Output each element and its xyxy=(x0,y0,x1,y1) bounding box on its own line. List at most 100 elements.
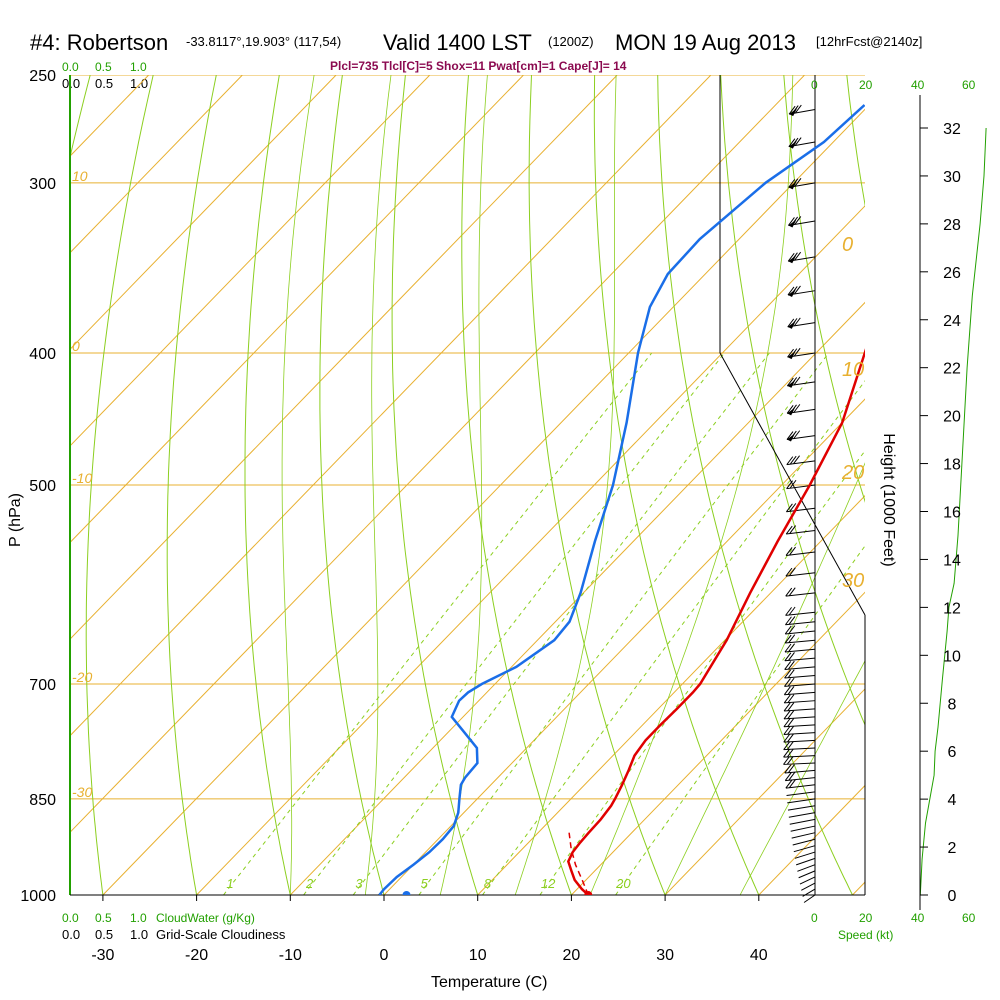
p-tick-label: 300 xyxy=(29,176,56,193)
cloud-tick-top-2: 1.0 xyxy=(130,60,147,74)
x-tick-label: -20 xyxy=(185,947,208,964)
wind-barb-feather xyxy=(786,748,794,758)
wind-barb xyxy=(784,683,816,687)
x-tick-label: 0 xyxy=(380,947,389,964)
height-tick-label: 10 xyxy=(943,648,961,665)
height-tick-label: 8 xyxy=(948,696,957,713)
wind-barb xyxy=(790,825,816,832)
cloud-tick-bottom-1: 0.5 xyxy=(95,911,112,925)
speed-tick-bottom-3: 60 xyxy=(962,911,976,925)
wind-barb-feather xyxy=(784,669,791,679)
wind-barb-feather xyxy=(788,625,796,634)
wind-barb-pennant xyxy=(787,379,796,388)
height-tick-label: 32 xyxy=(943,121,961,138)
wind-barb-feather xyxy=(786,405,794,414)
wind-barb-feather xyxy=(794,104,802,114)
wind-barb xyxy=(783,724,816,728)
wind-barb-feather xyxy=(787,660,795,670)
wind-barb-feather xyxy=(794,251,802,261)
wind-barb-feather xyxy=(787,318,795,328)
wind-barb xyxy=(797,864,816,872)
mixing-ratio-line xyxy=(223,352,653,895)
dry-adiabat xyxy=(783,75,865,503)
wind-barb xyxy=(785,572,816,577)
cloud-scale-top: 0.0 0.5 1.0 0.0 0.5 1.0 xyxy=(62,60,148,91)
chart-title-coords: -33.8117°,19.903° (117,54) xyxy=(186,34,341,49)
surface-temperature-point xyxy=(584,891,593,895)
height-line xyxy=(919,127,987,896)
speed-label: Speed (kt) xyxy=(838,928,893,942)
cloudiness-tick-top-0: 0.0 xyxy=(62,76,80,91)
wind-barb xyxy=(784,691,816,696)
wind-barb-feather xyxy=(793,430,801,439)
wind-barb xyxy=(784,769,816,774)
wind-barb xyxy=(789,818,816,825)
wind-barb-feather xyxy=(789,455,797,465)
wind-barb xyxy=(793,845,816,853)
mixing-ratio-label: 12 xyxy=(541,876,556,891)
wind-barb-feather xyxy=(789,525,797,534)
cloud-scale-bottom: 0.0 0.5 1.0 CloudWater (g/Kg) 0.0 0.5 1.… xyxy=(62,911,286,942)
speed-tick-bottom-0: 0 xyxy=(811,911,818,925)
wind-barb-feather xyxy=(788,179,796,188)
wind-barb-feather xyxy=(784,634,792,644)
moist-adiabat xyxy=(664,462,865,895)
wind-barb xyxy=(784,708,816,712)
speed-tick-top-1: 20 xyxy=(859,78,873,92)
wind-barb-feather xyxy=(785,587,793,597)
speed-tick-top-2: 40 xyxy=(911,78,925,92)
p-tick-label: 1000 xyxy=(20,888,56,905)
wind-barb-pennant xyxy=(787,351,796,360)
mixing-ratio-line xyxy=(615,545,865,895)
height-tick-label: 30 xyxy=(943,169,961,186)
dry-adiabat xyxy=(720,75,865,727)
wind-barb-pennant xyxy=(787,320,796,329)
wind-barb-feather xyxy=(787,694,795,703)
speed-scale: 0 20 40 60 0 20 40 60 Speed (kt) xyxy=(811,78,976,942)
wind-barb-feather xyxy=(786,480,793,489)
wind-barb xyxy=(786,460,816,466)
moist-adiabat xyxy=(281,75,315,895)
wind-barb xyxy=(783,755,816,758)
wind-barb-feather xyxy=(793,455,800,465)
wind-barb-pennant xyxy=(786,433,795,442)
isotherm-line xyxy=(70,75,712,737)
wind-barb-pennant xyxy=(787,288,796,297)
chart-title-forecast: [12hrFcst@2140z] xyxy=(816,34,922,49)
dry-adiabat xyxy=(593,75,760,895)
wind-barb-feather xyxy=(787,741,794,750)
height-tick-label: 26 xyxy=(943,265,961,282)
sounding-series xyxy=(378,104,865,895)
moist-adiabat xyxy=(364,75,392,895)
wind-barb xyxy=(784,700,816,704)
wind-barb-feather xyxy=(783,710,791,720)
cloudiness-label: Grid-Scale Cloudiness xyxy=(156,927,286,942)
height-axis-title: Height (1000 Feet) xyxy=(880,433,897,566)
chart-title-station: #4: Robertson xyxy=(30,30,168,55)
wind-barb xyxy=(786,530,816,535)
wind-barb-feather xyxy=(787,725,794,735)
height-profile xyxy=(919,127,987,896)
wind-barb xyxy=(785,592,816,597)
wind-barb xyxy=(791,832,816,839)
wind-barb xyxy=(794,851,816,859)
isotherm-label-right: 10 xyxy=(842,359,864,381)
wind-barb-feather xyxy=(784,643,792,653)
wind-barb-feather xyxy=(793,347,801,357)
wind-barb-feather xyxy=(787,718,795,727)
wind-barb xyxy=(783,732,816,735)
wind-barb-feather xyxy=(793,376,801,386)
wind-barb xyxy=(785,611,816,616)
axes: -30 -20 -10 0 10 20 30 402503004005007008501000… xyxy=(20,68,961,964)
wind-barb-feather xyxy=(789,503,797,512)
wind-barb-pennant xyxy=(788,140,797,149)
mixing-ratio-label: 1 xyxy=(226,876,233,891)
dry-adiabat xyxy=(166,75,217,895)
wind-barb-feather xyxy=(786,431,794,440)
cloudwater-label: CloudWater (g/Kg) xyxy=(156,911,255,925)
wind-barb xyxy=(783,739,816,743)
mixing-ratio-line xyxy=(352,352,770,895)
cloud-tick-top-0: 0.0 xyxy=(62,60,79,74)
wind-barb-feather xyxy=(784,764,792,774)
